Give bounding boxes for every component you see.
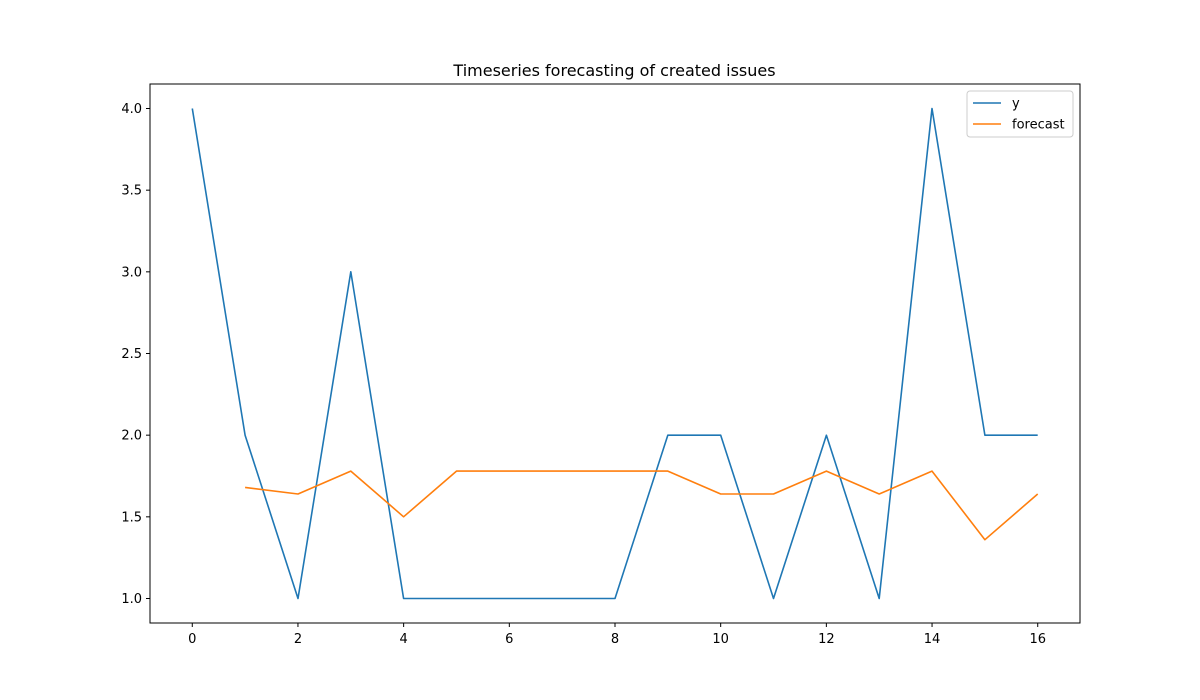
x-tick-label: 6 — [505, 632, 513, 647]
x-tick-label: 12 — [818, 632, 835, 647]
y-tick-label: 2.0 — [121, 429, 142, 444]
x-tick-label: 0 — [188, 632, 196, 647]
legend: y forecast — [966, 90, 1074, 138]
x-tick-label: 10 — [712, 632, 729, 647]
x-tick-label: 14 — [924, 632, 941, 647]
y-axis: 1.0 1.5 2.0 2.5 3.0 3.5 4.0 — [121, 102, 150, 607]
series-layer — [191, 107, 1039, 600]
x-tick-label: 2 — [294, 632, 302, 647]
y-tick-label: 3.5 — [121, 184, 142, 199]
y-tick-label: 1.0 — [121, 592, 142, 607]
y-tick-label: 2.5 — [121, 347, 142, 362]
y-tick-label: 4.0 — [121, 102, 142, 117]
x-tick-label: 4 — [399, 632, 407, 647]
series-line-y — [191, 107, 1038, 600]
chart-title: Timeseries forecasting of created issues — [452, 61, 775, 80]
y-tick-label: 1.5 — [121, 510, 142, 525]
legend-label-forecast: forecast — [1012, 118, 1065, 133]
x-tick-label: 8 — [611, 632, 619, 647]
x-axis: 0 2 4 6 8 10 12 14 16 — [188, 623, 1046, 647]
series-line-forecast — [245, 470, 1039, 541]
x-tick-label: 16 — [1029, 632, 1046, 647]
y-tick-label: 3.0 — [121, 265, 142, 280]
legend-label-y: y — [1012, 97, 1020, 112]
